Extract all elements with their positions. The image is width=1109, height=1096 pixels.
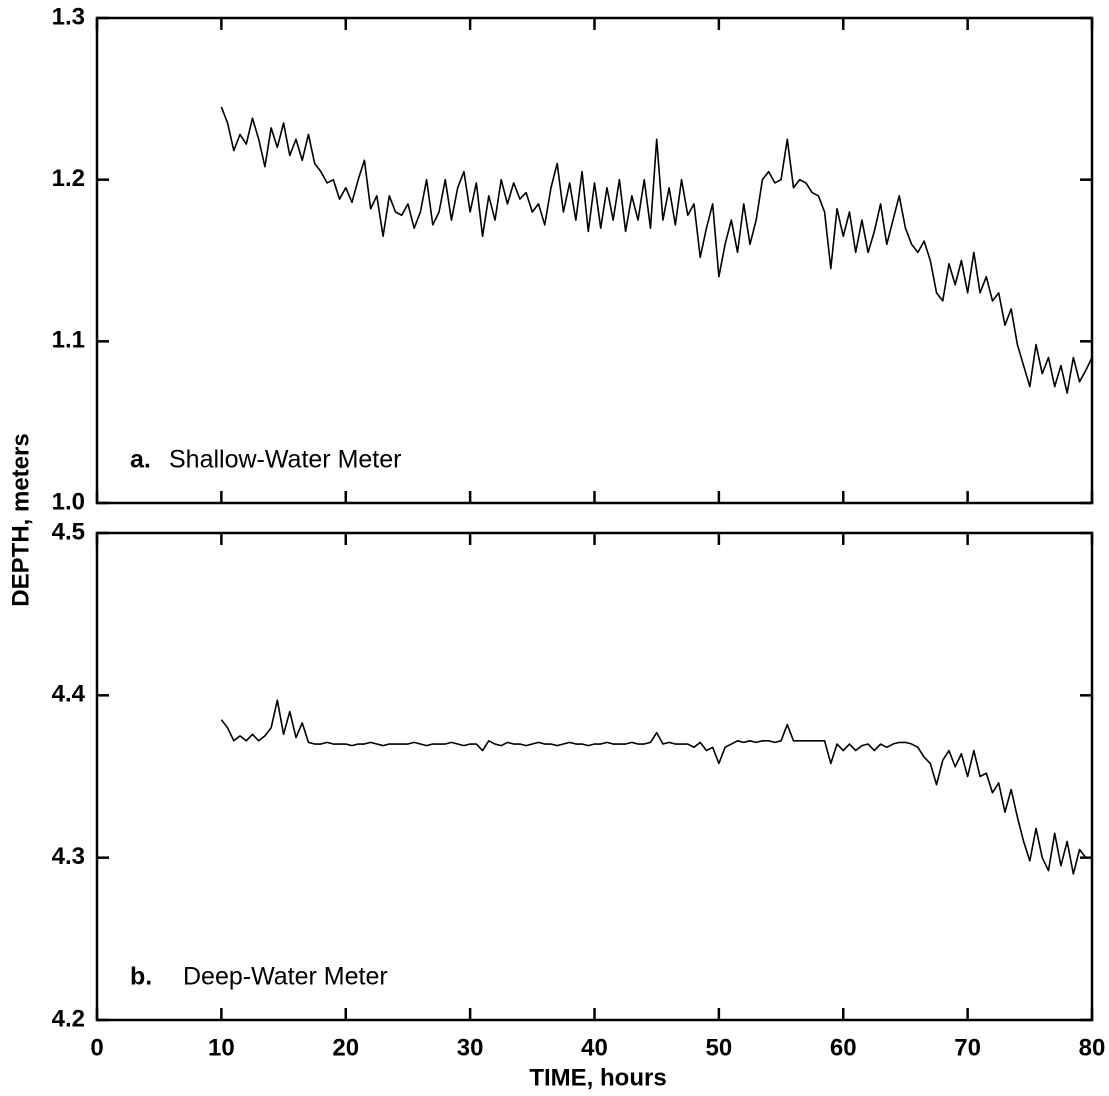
y-tick-label: 1.0: [52, 488, 85, 515]
x-tick-label: 70: [954, 1034, 981, 1061]
x-tick-label: 10: [208, 1034, 235, 1061]
y-tick-label: 1.1: [52, 327, 85, 354]
x-tick-label: 30: [457, 1034, 484, 1061]
plot-frame: [95, 16, 1094, 505]
x-tick-label: 80: [1079, 1034, 1106, 1061]
data-line: [220, 106, 1093, 394]
y-axis-title: DEPTH, meters: [7, 433, 34, 606]
plot-frame: [95, 531, 1094, 1022]
y-tick-label: 4.3: [52, 843, 85, 870]
panel-title: Shallow-Water Meter: [169, 446, 401, 474]
x-tick-label: 0: [90, 1034, 103, 1061]
panel-label: b.: [130, 963, 152, 991]
y-tick-label: 4.5: [52, 518, 85, 545]
panel-title: Deep-Water Meter: [183, 963, 388, 991]
x-tick-label: 40: [581, 1034, 608, 1061]
panel-label: a.: [130, 446, 151, 474]
y-tick-label: 1.3: [52, 3, 85, 30]
x-tick-label: 60: [830, 1034, 857, 1061]
y-tick-label: 4.4: [52, 681, 86, 708]
x-tick-label: 50: [706, 1034, 733, 1061]
y-tick-label: 4.2: [52, 1005, 85, 1032]
x-tick-label: 20: [332, 1034, 359, 1061]
data-line: [220, 699, 1092, 875]
y-tick-label: 1.2: [52, 165, 85, 192]
x-axis-title: TIME, hours: [529, 1064, 666, 1091]
